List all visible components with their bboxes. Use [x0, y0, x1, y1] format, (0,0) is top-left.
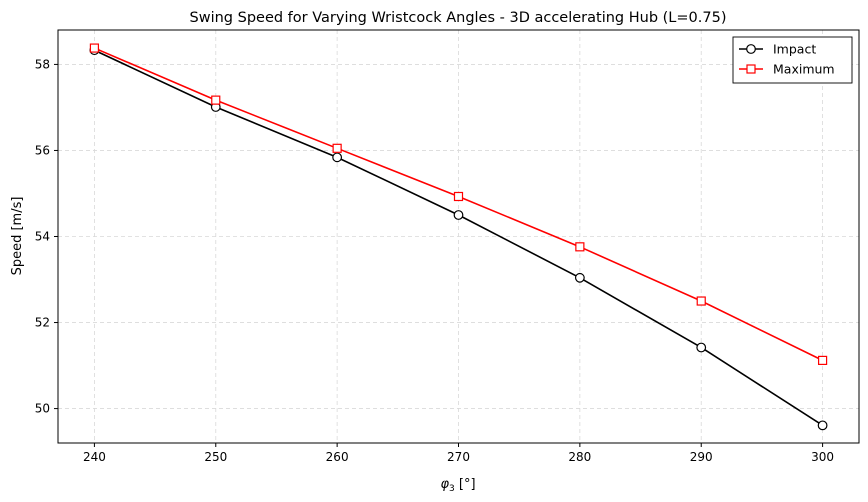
- data-point-impact: [332, 152, 343, 163]
- x-axis-label: φ3 [°]: [440, 477, 475, 494]
- data-point-impact: [696, 342, 707, 353]
- data-point-impact: [574, 272, 585, 283]
- x-tick-label: 270: [447, 450, 470, 464]
- data-point-maximum: [332, 143, 342, 153]
- grid: [58, 30, 859, 443]
- legend-label-impact: Impact: [773, 42, 816, 57]
- data-point-impact: [453, 210, 464, 220]
- x-tick-label: 300: [811, 450, 834, 464]
- x-tick-label: 260: [326, 450, 349, 464]
- x-axis-ticks: 240 250 260 270 280 290 300: [83, 443, 834, 464]
- y-tick-label: 52: [35, 316, 50, 330]
- data-point-maximum: [453, 191, 464, 202]
- y-tick-label: 50: [35, 402, 50, 416]
- plot-frame: [57, 29, 860, 444]
- legend: Impact Maximum: [732, 36, 853, 84]
- data-point-maximum: [89, 43, 100, 53]
- x-tick-label: 290: [690, 450, 713, 464]
- x-tick-label: 280: [568, 450, 591, 464]
- data-point-impact: [817, 420, 828, 431]
- x-tick-label: 240: [83, 450, 106, 464]
- legend-label-maximum: Maximum: [773, 62, 835, 77]
- data-point-maximum: [575, 242, 585, 252]
- data-point-maximum: [696, 296, 706, 306]
- chart-title: Swing Speed for Varying Wristcock Angles…: [190, 10, 727, 26]
- data-point-maximum: [211, 95, 221, 105]
- x-tick-label: 250: [204, 450, 227, 464]
- y-tick-label: 54: [35, 230, 50, 244]
- series-group: [89, 43, 828, 431]
- legend-marker-impact: [746, 44, 756, 54]
- y-axis-ticks: 50 52 54 56 58: [35, 57, 58, 416]
- data-point-maximum: [817, 355, 828, 365]
- y-axis-label: Speed [m/s]: [10, 197, 25, 276]
- y-tick-label: 56: [35, 143, 50, 157]
- y-tick-label: 58: [35, 57, 50, 71]
- legend-marker-maximum: [746, 64, 756, 74]
